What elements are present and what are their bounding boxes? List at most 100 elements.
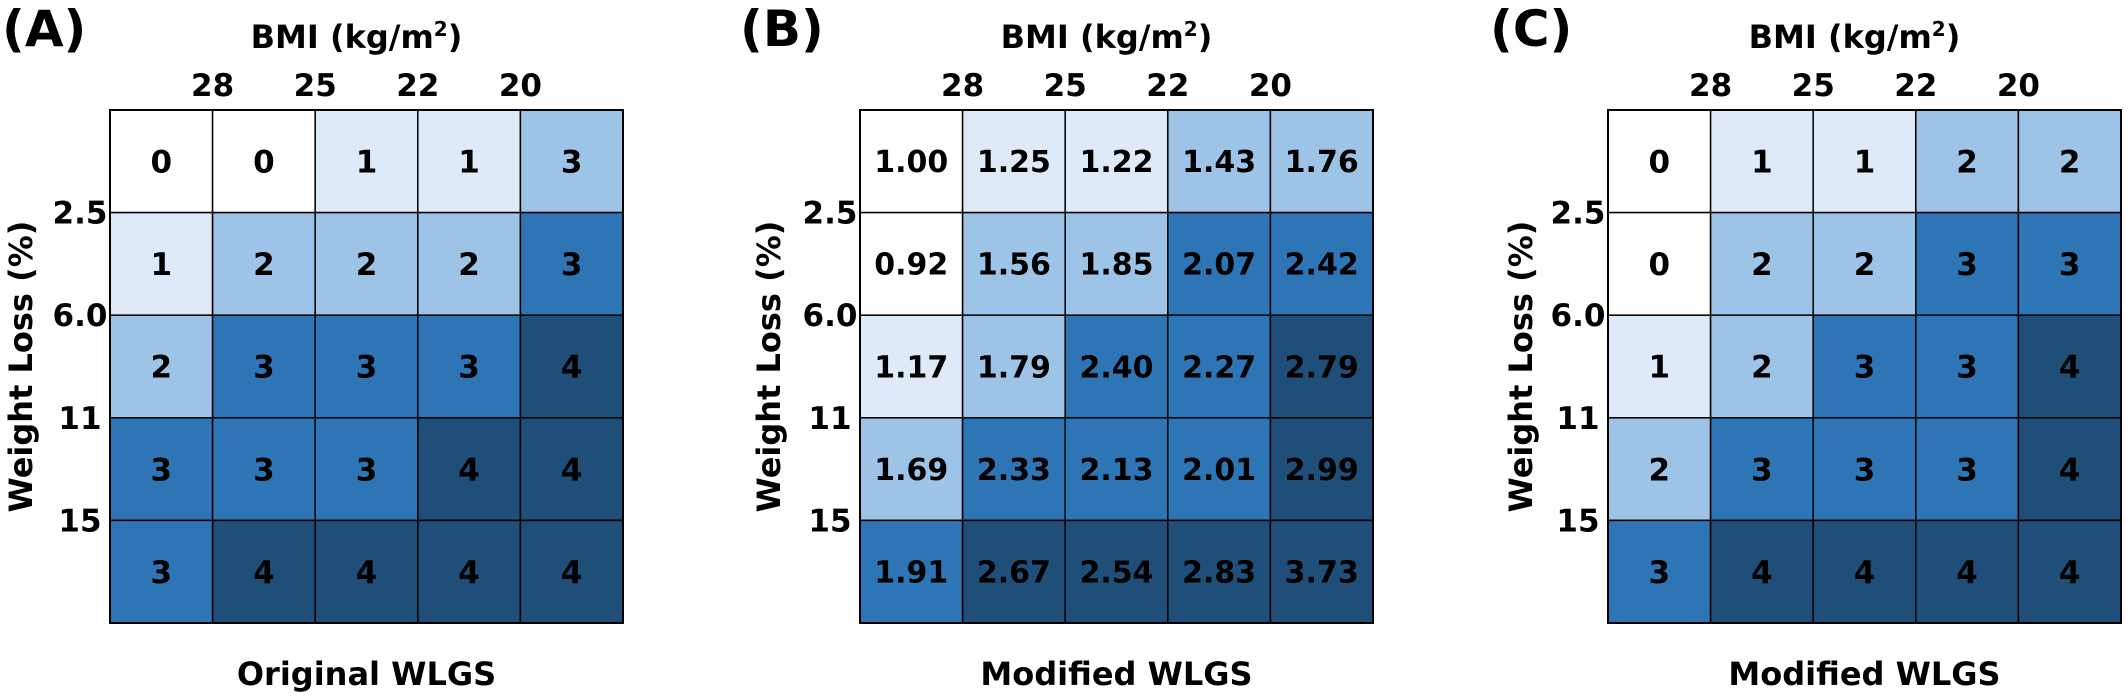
x-tick-label: 25 (1792, 68, 1835, 104)
y-tick-label: 2.5 (53, 196, 108, 232)
cell-value-label: 3 (1854, 452, 1876, 488)
panel-caption: Modified WLGS (980, 655, 1252, 693)
cell-value-label: 3 (458, 350, 480, 386)
cell-value-label: 2 (1649, 452, 1671, 488)
cell-value-label: 2.40 (1079, 350, 1153, 385)
cell-value-label: 4 (253, 555, 275, 591)
cell-value-label: 2.33 (977, 453, 1051, 488)
heatmap-cell (109, 211, 214, 316)
cell-value-label: 3 (1854, 350, 1876, 386)
y-tick-label: 2.5 (803, 196, 858, 232)
heatmap-cell (1269, 519, 1374, 624)
x-tick-label: 20 (1249, 68, 1292, 104)
cell-value-label: 2 (458, 247, 480, 283)
heatmap-cell (961, 417, 1066, 522)
x-tick-label: 20 (1997, 68, 2040, 104)
cell-value-label: 2 (1854, 247, 1876, 283)
x-tick-label: 20 (499, 68, 542, 104)
cell-value-label: 1 (1854, 144, 1876, 180)
cell-value-label: 3 (1956, 247, 1978, 283)
cell-value-label: 2 (151, 350, 173, 386)
cell-value-label: 4 (2059, 452, 2081, 488)
cell-value-label: 0.92 (874, 248, 948, 283)
x-tick-label: 28 (941, 68, 984, 104)
panel-label: (C) (1490, 0, 1572, 58)
cell-value-label: 4 (356, 555, 378, 591)
cell-value-label: 1.69 (874, 453, 948, 488)
panel-label: (A) (2, 0, 86, 58)
cell-value-label: 3 (151, 555, 173, 591)
cell-value-label: 1.76 (1285, 145, 1359, 180)
cell-value-label: 2 (253, 247, 275, 283)
cell-value-label: 0 (151, 144, 173, 180)
heatmap-cell (859, 211, 964, 316)
y-tick-label: 6.0 (1551, 298, 1606, 334)
heatmap-cell (1269, 211, 1374, 316)
x-tick-label: 25 (1044, 68, 1087, 104)
cell-value-label: 1.85 (1079, 248, 1153, 283)
panel-caption: Modified WLGS (1728, 655, 2000, 693)
y-tick-label: 11 (1556, 401, 1599, 437)
heatmap-cell (211, 109, 316, 214)
y-tick-label: 6.0 (53, 298, 108, 334)
x-tick-label: 28 (1689, 68, 1732, 104)
cell-value-label: 2 (2059, 144, 2081, 180)
x-tick-label: 28 (191, 68, 234, 104)
y-tick-label: 15 (58, 503, 101, 539)
heatmap-cell (1064, 519, 1169, 624)
heatmap-cell (519, 417, 624, 522)
heatmap-cell (211, 519, 316, 624)
cell-value-label: 1.79 (977, 350, 1051, 385)
cell-value-label: 2 (356, 247, 378, 283)
x-tick-label: 22 (396, 68, 439, 104)
heatmap-cell (2017, 314, 2122, 419)
cell-value-label: 3 (356, 452, 378, 488)
cell-value-label: 3 (253, 350, 275, 386)
y-axis-title: Weight Loss (%) (1502, 221, 1540, 513)
cell-value-label: 3.73 (1285, 556, 1359, 591)
y-axis-title: Weight Loss (%) (2, 221, 40, 513)
cell-value-label: 2.27 (1182, 350, 1256, 385)
x-axis-title-close: ) (1946, 18, 1961, 56)
cell-value-label: 3 (1751, 452, 1773, 488)
x-axis-title-superscript: 2 (434, 17, 448, 41)
cell-value-label: 2.01 (1182, 453, 1256, 488)
heatmap-cell (417, 314, 522, 419)
heatmap-cell (1709, 519, 1814, 624)
cell-value-label: 4 (1854, 555, 1876, 591)
cell-value-label: 4 (561, 350, 583, 386)
heatmap-cell (2017, 109, 2122, 214)
heatmap-cell (1709, 211, 1814, 316)
cell-value-label: 1 (458, 144, 480, 180)
cell-value-label: 2.42 (1285, 248, 1359, 283)
cell-value-label: 3 (1956, 350, 1978, 386)
heatmap-cell (1607, 314, 1712, 419)
heatmap-cell (417, 417, 522, 522)
cell-value-label: 2.07 (1182, 248, 1256, 283)
cell-value-label: 1.25 (977, 145, 1051, 180)
x-axis-title-superscript: 2 (1184, 17, 1198, 41)
cell-value-label: 2.83 (1182, 556, 1256, 591)
cell-value-label: 2.79 (1285, 350, 1359, 385)
cell-value-label: 2 (1956, 144, 1978, 180)
heatmap-cell (1167, 109, 1272, 214)
cell-value-label: 2 (1751, 247, 1773, 283)
x-tick-label: 22 (1894, 68, 1937, 104)
panel-caption: Original WLGS (237, 655, 496, 693)
heatmap-cell (2017, 211, 2122, 316)
heatmap-cell (314, 417, 419, 522)
cell-value-label: 1.17 (874, 350, 948, 385)
heatmap-cell (314, 211, 419, 316)
heatmap-cell (211, 314, 316, 419)
x-axis-title: BMI (kg/m2) (1749, 17, 1961, 56)
x-axis-title-text: BMI (kg/m (1749, 18, 1932, 56)
cell-value-label: 1.56 (977, 248, 1051, 283)
y-tick-label: 15 (1556, 503, 1599, 539)
cell-value-label: 1.91 (874, 556, 948, 591)
heatmap-cell (109, 109, 214, 214)
cell-value-label: 2.67 (977, 556, 1051, 591)
y-tick-label: 6.0 (803, 298, 858, 334)
heatmap-cell (1812, 314, 1917, 419)
